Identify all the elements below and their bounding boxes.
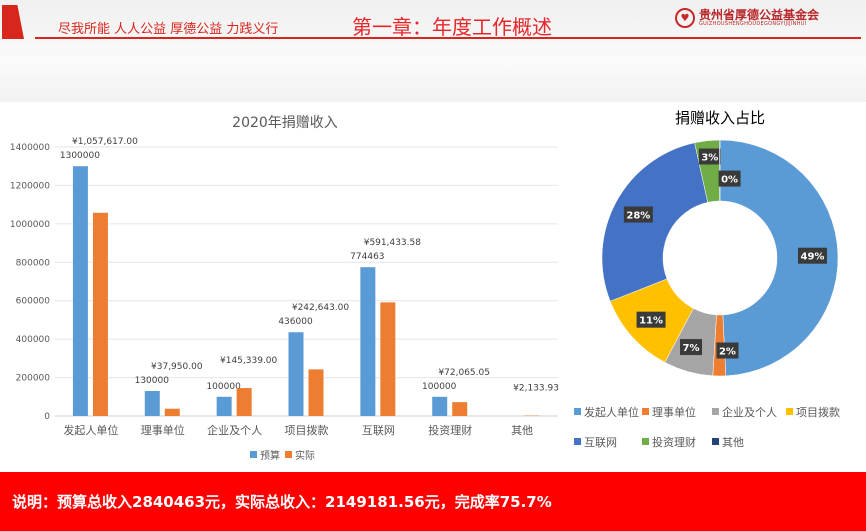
y-tick-label: 200000 [16,374,51,384]
data-label: 1300000 [60,151,100,161]
legend-swatch [285,451,292,458]
bar-实际 [452,402,468,416]
data-label: 11% [639,316,663,327]
legend-label: 其他 [722,436,744,449]
legend-label: 互联网 [584,436,617,449]
bar-实际 [164,408,180,416]
data-label: 436000 [278,317,313,327]
donut-slice [719,139,721,202]
donut-slice [601,142,709,302]
data-label: 2% [719,346,736,357]
org-logo: ♥ 贵州省厚德公益基金会 GUIZHOUSHENGHOUDEGONGYIJIJI… [675,8,819,28]
legend-label: 投资理财 [652,435,696,449]
data-label: ¥2,133.93 [513,384,559,394]
legend-swatch [712,408,719,415]
legend-swatch [642,408,649,415]
data-label-box [797,247,827,264]
data-label: ¥145,339.00 [220,356,278,366]
chart-title: 捐赠收入占比 [675,109,765,127]
donut-chart: 捐赠收入占比 49% 2% 7% 11% 28% 3%0% 发起人单位 理事单位 企业及个人 项目拨… [574,109,840,449]
y-tick-label: 1000000 [10,220,50,230]
data-label-box [679,339,702,356]
donut-slice [719,139,839,377]
bar-实际 [236,388,252,416]
bar-实际 [308,369,324,416]
slogan: 尽我所能 人人公益 厚德公益 力践义行 [58,22,279,37]
slide-header: 尽我所能 人人公益 厚德公益 力践义行 第一章：年度工作概述 ♥ 贵州省厚德公益… [0,0,866,102]
data-label: ¥37,950.00 [151,362,203,372]
data-label-box [718,170,741,187]
data-label: 130000 [135,376,170,386]
bar-实际 [380,302,396,416]
x-tick-label: 互联网 [362,424,395,437]
y-tick-label: 0 [44,412,50,422]
org-pinyin: GUIZHOUSHENGHOUDEGONGYIJIJINHUI [699,21,807,27]
org-name: 贵州省厚德公益基金会 [699,8,820,22]
data-label-box [716,342,739,359]
legend-swatch [574,408,581,415]
data-label: ¥72,065.05 [438,368,490,378]
legend-swatch [574,438,581,445]
data-label: 49% [801,252,825,263]
legend-label: 项目拨款 [796,405,840,419]
summary-banner: 说明：预算总收入2840463元，实际总收入：2149181.56元，完成率75… [0,472,866,531]
legend-swatch [786,408,793,415]
y-tick-label: 1400000 [10,143,50,153]
data-label: 100000 [422,382,457,392]
chapter-title: 第一章：年度工作概述 [352,15,552,39]
x-tick-label: 其他 [511,424,533,437]
bar-预算 [144,391,160,416]
bar-chart: 2020年捐赠收入 0 200000 400000 600000 800000 100000… [10,115,559,462]
bar-预算 [432,396,448,416]
data-label: 3% [701,153,718,164]
x-tick-label: 项目拨款 [285,423,329,437]
x-tick-label: 投资理财 [428,423,472,437]
legend-label: 理事单位 [652,405,696,419]
data-label: ¥242,643.00 [292,303,350,313]
data-label-box [698,148,721,165]
legend-label: 实际 [295,449,315,462]
y-tick-label: 600000 [16,297,51,307]
data-label: 7% [682,343,699,354]
legend-label: 企业及个人 [722,405,777,419]
bar-实际 [92,212,108,416]
bar-预算 [216,396,232,416]
data-label: 28% [626,211,650,222]
y-tick-label: 1200000 [10,181,50,191]
data-label: ¥1,057,617.00 [72,137,138,147]
header-accent [2,5,24,39]
chart-title: 2020年捐赠收入 [232,115,338,131]
header-divider [35,37,861,39]
x-tick-label: 理事单位 [141,423,185,437]
bar-预算 [288,332,304,416]
data-label: 100000 [206,382,241,392]
y-tick-label: 800000 [16,258,51,268]
legend-swatch [712,438,719,445]
bar-预算 [72,166,88,416]
legend-label: 发起人单位 [584,405,639,419]
data-label-box [636,311,666,328]
legend-label: 预算 [260,449,280,462]
data-label: ¥591,433.58 [364,238,422,248]
legend-swatch [642,438,649,445]
bar-预算 [360,267,376,416]
legend-swatch [250,451,257,458]
data-label: 0% [721,175,738,186]
data-label: 774463 [350,252,384,262]
x-tick-label: 发起人单位 [63,423,118,437]
x-tick-label: 企业及个人 [207,423,262,437]
data-label-box [623,206,653,223]
y-tick-label: 400000 [16,335,51,345]
heart-logo-icon: ♥ [675,8,695,28]
